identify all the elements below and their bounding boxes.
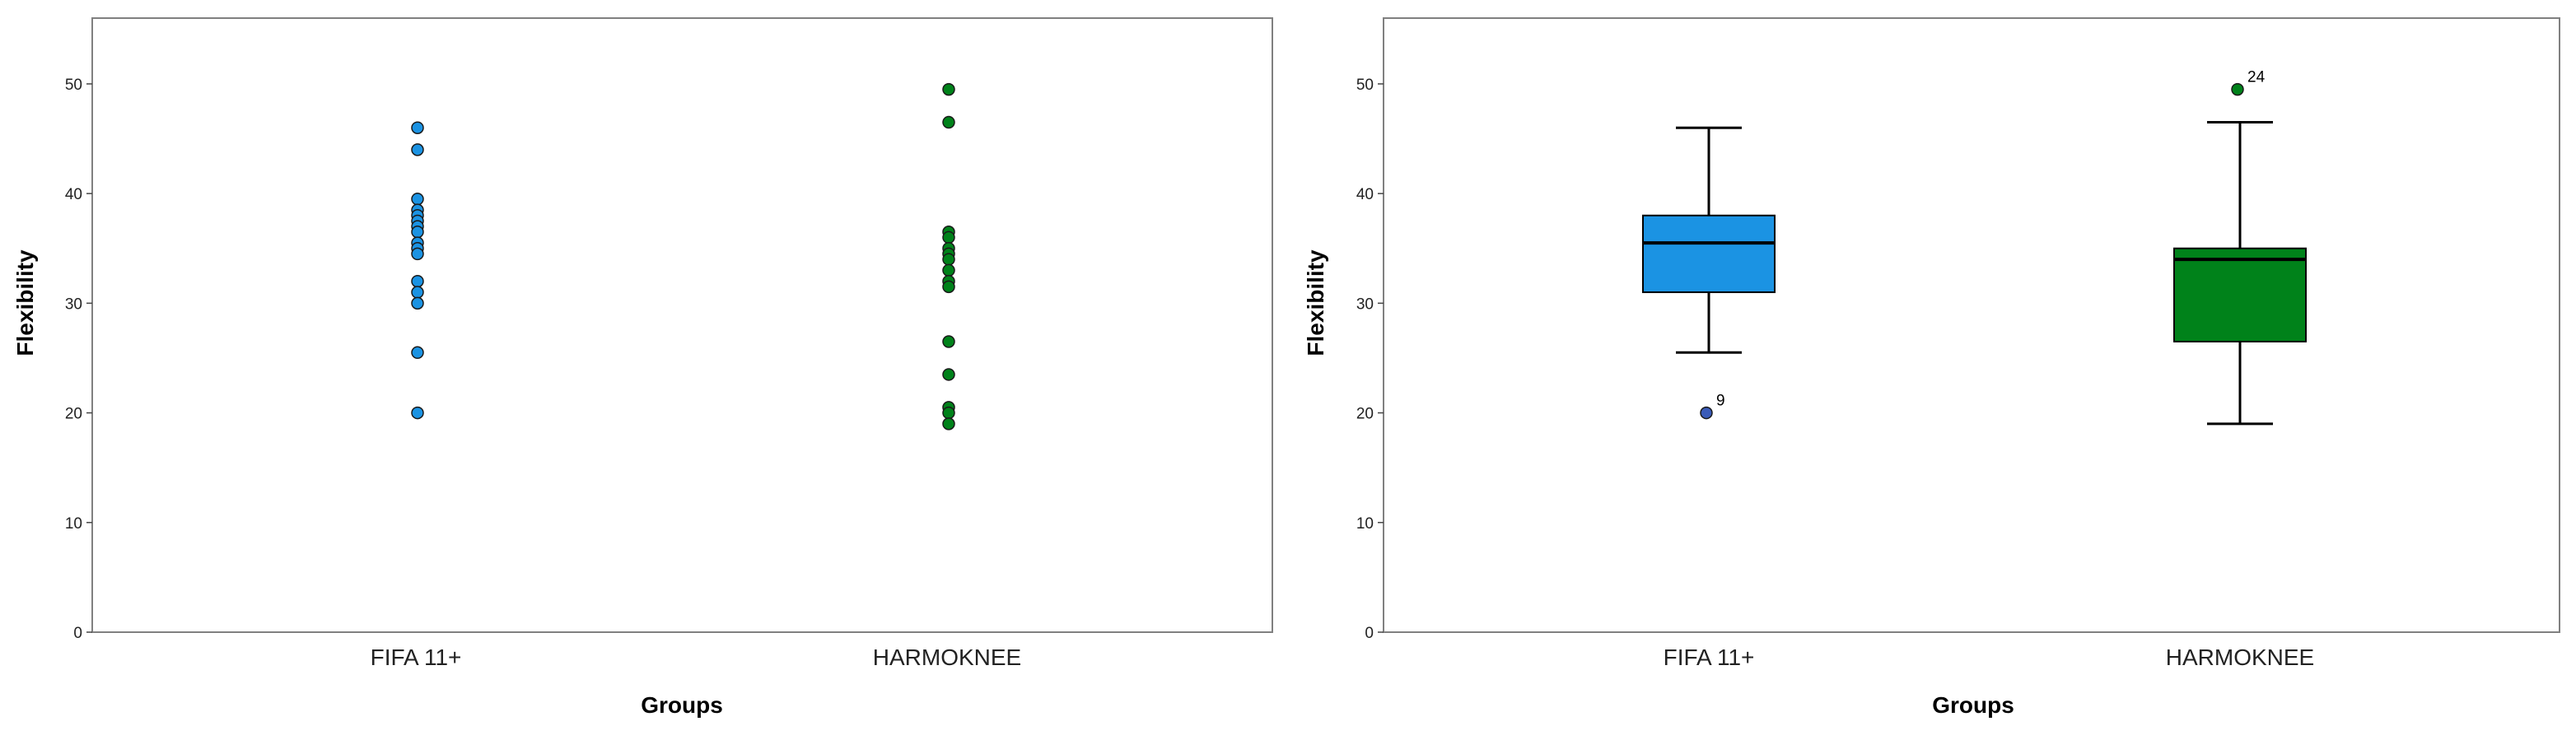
x-axis-title: Groups — [1932, 692, 2014, 718]
x-category-label: FIFA 11+ — [371, 645, 462, 670]
data-point — [942, 115, 955, 129]
y-tick-label: 50 — [65, 77, 82, 94]
y-tick-label: 30 — [1356, 296, 1374, 313]
data-point — [411, 346, 424, 360]
data-point — [942, 280, 955, 294]
boxplot-panel: 0 10 20 30 40 50 FIFA 11+ HARMOKNEE Groups Flexib… — [1303, 17, 2560, 718]
plot-frame — [91, 17, 1273, 633]
outlier-label: 9 — [1716, 393, 1725, 410]
plot-frame — [1383, 17, 2560, 633]
data-point — [411, 247, 424, 261]
data-point — [942, 335, 955, 348]
data-point — [942, 417, 955, 431]
outlier-point — [1700, 406, 1713, 420]
x-category-label: FIFA 11+ — [1664, 645, 1755, 670]
x-category-label: HARMOKNEE — [873, 645, 1021, 670]
data-point — [942, 368, 955, 381]
y-axis-title: Flexibility — [12, 249, 38, 356]
data-point — [411, 406, 424, 420]
data-point — [411, 286, 424, 299]
x-axis-title: Groups — [641, 692, 723, 718]
data-point — [942, 230, 955, 244]
y-tick-label: 0 — [73, 625, 82, 642]
y-tick-label: 10 — [1356, 515, 1374, 533]
y-tick-label: 40 — [65, 186, 82, 203]
data-point — [942, 82, 955, 96]
y-tick-label: 40 — [1356, 186, 1374, 203]
y-tick-label: 0 — [1365, 625, 1374, 642]
iqr-box — [1642, 214, 1776, 294]
outlier-label: 24 — [2247, 69, 2266, 86]
iqr-box — [2173, 247, 2307, 342]
data-point — [411, 121, 424, 134]
y-axis-title: Flexibility — [1303, 249, 1328, 356]
data-point — [411, 226, 424, 239]
data-point — [942, 253, 955, 266]
data-point — [411, 193, 424, 206]
y-tick-label: 30 — [65, 296, 82, 313]
data-point — [942, 406, 955, 420]
data-point — [411, 143, 424, 156]
outlier-point — [2231, 82, 2244, 96]
data-point — [942, 263, 955, 277]
y-tick-label: 10 — [65, 515, 82, 533]
y-tick-label: 50 — [1356, 77, 1374, 94]
y-tick-label: 20 — [1356, 406, 1374, 423]
scatter-panel: 0 10 20 30 40 50 FIFA 11+ HARMOKNEE Groups Flexib… — [12, 17, 1273, 718]
data-point — [411, 274, 424, 288]
y-tick-label: 20 — [65, 406, 82, 423]
data-point — [411, 296, 424, 310]
x-category-label: HARMOKNEE — [2166, 645, 2314, 670]
